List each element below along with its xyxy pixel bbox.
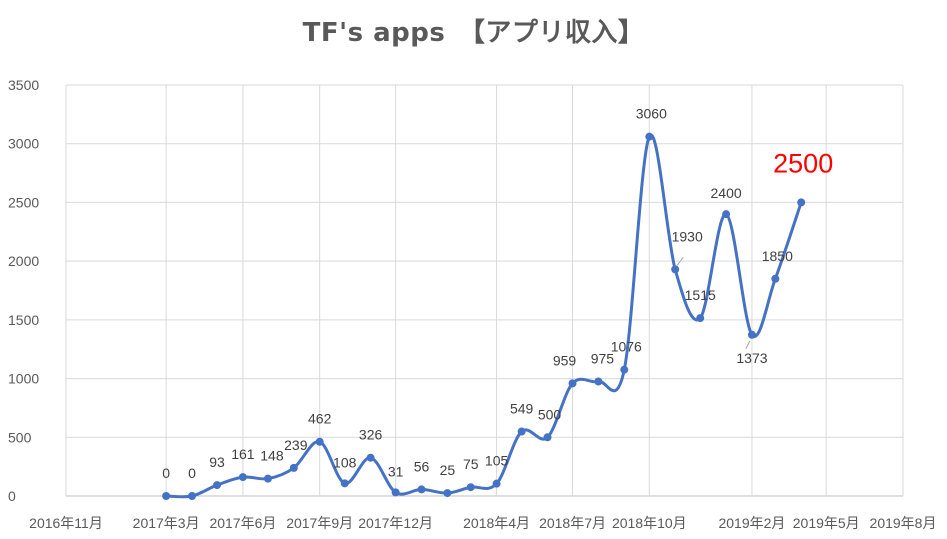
data-point <box>722 210 731 219</box>
data-point <box>671 265 680 274</box>
x-tick-label: 2017年12月 <box>358 515 433 531</box>
data-label: 1930 <box>672 228 703 244</box>
data-point <box>797 198 806 207</box>
data-label: 3060 <box>636 106 667 122</box>
data-point <box>771 274 780 283</box>
data-point <box>263 474 272 483</box>
data-point <box>696 314 705 323</box>
data-label: 975 <box>591 351 615 367</box>
data-point <box>568 379 577 388</box>
data-point <box>366 453 375 462</box>
x-tick-label: 2019年2月 <box>718 515 785 531</box>
label-leader-line <box>745 340 751 349</box>
data-point <box>417 485 426 494</box>
data-label: 1373 <box>736 350 767 366</box>
data-point <box>645 132 654 141</box>
data-point <box>213 481 222 490</box>
data-point <box>747 330 756 339</box>
x-tick-label: 2019年8月 <box>870 515 937 531</box>
data-label: 0 <box>162 465 170 481</box>
x-tick-label: 2018年7月 <box>539 515 606 531</box>
data-point <box>340 479 349 488</box>
data-label: 500 <box>538 406 562 422</box>
chart-title: TF's apps 【アプリ収入】 <box>302 18 645 48</box>
data-label: 1515 <box>685 287 716 303</box>
data-label: 161 <box>231 446 255 462</box>
data-point <box>620 365 629 374</box>
data-label: 75 <box>463 456 479 472</box>
data-label: 108 <box>333 454 357 470</box>
x-tick-label: 2018年4月 <box>463 515 530 531</box>
data-point <box>162 492 171 500</box>
label-leader-line <box>676 257 684 266</box>
data-label: 1076 <box>611 339 642 355</box>
data-label: 462 <box>308 411 332 427</box>
y-tick-label: 2500 <box>8 194 39 210</box>
data-label: 93 <box>209 454 225 470</box>
x-tick-label: 2017年9月 <box>286 515 353 531</box>
data-point <box>517 427 526 436</box>
data-label: 31 <box>388 463 404 479</box>
data-label: 2400 <box>711 185 742 201</box>
data-label: 25 <box>440 462 456 478</box>
data-label: 1850 <box>762 248 793 264</box>
data-label: 0 <box>188 465 196 481</box>
y-tick-label: 1500 <box>8 312 39 328</box>
x-tick-label: 2017年3月 <box>133 515 200 531</box>
data-point <box>188 492 197 500</box>
x-tick-label: 2019年5月 <box>793 515 860 531</box>
data-point <box>543 433 552 442</box>
data-point <box>492 479 501 488</box>
y-tick-label: 500 <box>8 429 32 445</box>
data-label: 105 <box>485 453 509 469</box>
x-tick-label: 2016年11月 <box>29 515 103 531</box>
data-point <box>466 483 475 492</box>
data-point <box>443 489 452 498</box>
y-tick-label: 0 <box>8 488 16 504</box>
data-point <box>594 377 603 386</box>
x-tick-label: 2018年10月 <box>612 515 687 531</box>
data-point <box>238 473 247 482</box>
y-tick-label: 3000 <box>8 136 39 152</box>
data-point <box>289 463 298 472</box>
data-label: 148 <box>260 448 284 464</box>
data-label: 549 <box>510 401 534 417</box>
data-label: 239 <box>284 437 308 453</box>
x-tick-label: 2017年6月 <box>209 515 276 531</box>
data-label: 326 <box>359 427 383 443</box>
y-tick-label: 3500 <box>8 77 39 93</box>
data-label: 56 <box>414 458 430 474</box>
data-label: 959 <box>553 352 577 368</box>
data-point <box>391 488 400 497</box>
data-point <box>315 437 324 446</box>
series-line <box>164 133 803 499</box>
data-label-highlight: 2500 <box>773 148 833 178</box>
y-tick-label: 2000 <box>8 253 39 269</box>
y-tick-label: 1000 <box>8 371 39 387</box>
